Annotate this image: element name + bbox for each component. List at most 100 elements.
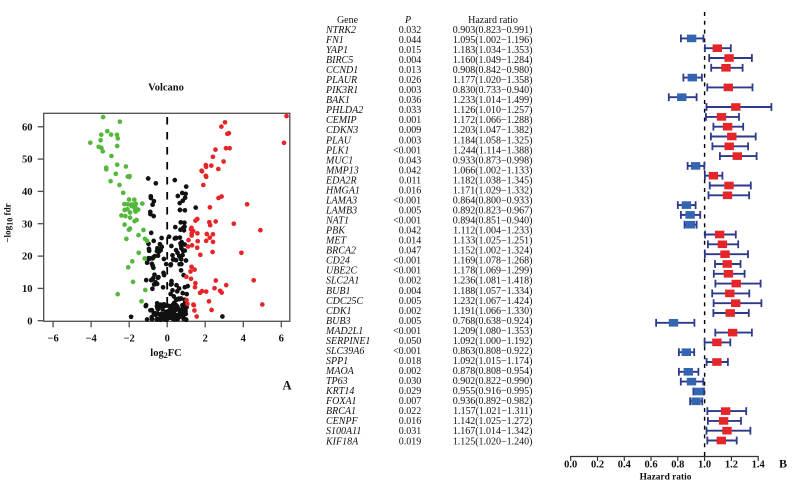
svg-text:1.188(1.057−1.334): 1.188(1.057−1.334)	[453, 286, 533, 297]
svg-text:BAK1: BAK1	[326, 95, 350, 106]
svg-text:1.209(1.080−1.353): 1.209(1.080−1.353)	[453, 326, 533, 337]
svg-text:<0.001: <0.001	[393, 145, 421, 156]
svg-text:EDA2R: EDA2R	[325, 175, 357, 186]
svg-text:0.014: 0.014	[399, 236, 422, 247]
svg-text:0.001: 0.001	[399, 115, 422, 126]
svg-text:UBE2C: UBE2C	[326, 266, 357, 277]
svg-text:0.026: 0.026	[399, 75, 422, 86]
svg-text:0.768(0.638−0.924): 0.768(0.638−0.924)	[453, 316, 533, 327]
svg-text:0.003: 0.003	[399, 135, 422, 146]
svg-text:0.8: 0.8	[671, 460, 684, 471]
svg-text:1.142(1.025−1.272): 1.142(1.025−1.272)	[453, 416, 533, 427]
svg-text:−log10 fdr: −log10 fdr	[3, 203, 15, 243]
svg-text:0.2: 0.2	[591, 460, 604, 471]
svg-text:0.902(0.822−0.990): 0.902(0.822−0.990)	[453, 376, 533, 387]
svg-text:CEMIP: CEMIP	[326, 115, 357, 126]
svg-text:SPP1: SPP1	[326, 356, 348, 367]
svg-text:0.011: 0.011	[399, 175, 421, 186]
svg-text:0.002: 0.002	[399, 366, 422, 377]
svg-text:40: 40	[22, 187, 33, 198]
svg-text:0.019: 0.019	[399, 436, 422, 447]
svg-text:0.936(0.892−0.982): 0.936(0.892−0.982)	[453, 396, 533, 407]
svg-text:HMGA1: HMGA1	[325, 185, 360, 196]
svg-text:1.178(1.069−1.299): 1.178(1.069−1.299)	[453, 266, 533, 277]
svg-text:1.066(1.002−1.133): 1.066(1.002−1.133)	[453, 165, 533, 176]
svg-text:0.005: 0.005	[399, 206, 422, 217]
svg-text:0.004: 0.004	[399, 286, 422, 297]
svg-text:1.182(1.038−1.345): 1.182(1.038−1.345)	[453, 175, 533, 186]
svg-text:1.126(1.010−1.257): 1.126(1.010−1.257)	[453, 105, 533, 116]
svg-text:0.029: 0.029	[399, 386, 422, 397]
svg-text:1.184(1.058−1.325): 1.184(1.058−1.325)	[453, 135, 533, 146]
svg-text:0.009: 0.009	[399, 125, 422, 136]
svg-text:Hazard ratio: Hazard ratio	[468, 15, 518, 26]
svg-text:0.050: 0.050	[399, 336, 422, 347]
svg-text:0.044: 0.044	[399, 35, 422, 46]
svg-text:TP63: TP63	[326, 376, 348, 387]
svg-text:1.171(1.029−1.332): 1.171(1.029−1.332)	[453, 185, 533, 196]
svg-text:−6: −6	[47, 334, 58, 345]
svg-text:<0.001: <0.001	[393, 216, 421, 227]
svg-text:1.092(1.000−1.192): 1.092(1.000−1.192)	[453, 336, 533, 347]
svg-text:SLC2A1: SLC2A1	[326, 276, 359, 287]
svg-text:0.003: 0.003	[399, 85, 422, 96]
svg-text:1.125(1.020−1.240): 1.125(1.020−1.240)	[453, 436, 533, 447]
svg-text:MAD2L1: MAD2L1	[325, 326, 363, 337]
svg-text:PLAU: PLAU	[325, 135, 352, 146]
svg-text:0.015: 0.015	[399, 45, 422, 56]
svg-text:<0.001: <0.001	[393, 326, 421, 337]
svg-text:1.233(1.014−1.499): 1.233(1.014−1.499)	[453, 95, 533, 106]
svg-text:0.908(0.842−0.980): 0.908(0.842−0.980)	[453, 65, 533, 76]
svg-text:YAP1: YAP1	[326, 45, 348, 56]
svg-text:0.0: 0.0	[564, 460, 577, 471]
svg-text:1.232(1.067−1.424): 1.232(1.067−1.424)	[453, 296, 533, 307]
svg-text:0.878(0.808−0.954): 0.878(0.808−0.954)	[453, 366, 533, 377]
svg-text:B: B	[779, 457, 787, 471]
svg-text:NAT1: NAT1	[325, 216, 349, 227]
svg-text:30: 30	[22, 219, 33, 230]
svg-text:10: 10	[22, 284, 33, 295]
svg-text:0.031: 0.031	[399, 426, 422, 437]
svg-text:0.036: 0.036	[399, 95, 422, 106]
svg-text:0.033: 0.033	[399, 105, 422, 116]
svg-text:0.047: 0.047	[399, 246, 422, 257]
svg-text:60: 60	[22, 122, 33, 133]
svg-text:BUB1: BUB1	[326, 286, 350, 297]
svg-text:Hazard ratio: Hazard ratio	[640, 473, 692, 483]
svg-text:<0.001: <0.001	[393, 346, 421, 357]
svg-text:1.172(1.066−1.288): 1.172(1.066−1.288)	[453, 115, 533, 126]
svg-text:0: 0	[27, 316, 32, 327]
svg-text:LAMB3: LAMB3	[325, 206, 357, 217]
svg-text:0.042: 0.042	[399, 226, 422, 237]
svg-text:Volcano: Volcano	[148, 83, 184, 94]
svg-text:1.112(1.004−1.233): 1.112(1.004−1.233)	[453, 226, 532, 237]
svg-text:1.183(1.034−1.353): 1.183(1.034−1.353)	[453, 45, 533, 56]
svg-text:NTRK2: NTRK2	[325, 25, 356, 36]
svg-text:PHLDA2: PHLDA2	[325, 105, 363, 116]
svg-text:FOXA1: FOXA1	[325, 396, 357, 407]
svg-text:CDC25C: CDC25C	[326, 296, 364, 307]
svg-text:1.4: 1.4	[752, 460, 766, 471]
svg-text:0: 0	[165, 334, 170, 345]
svg-text:0.007: 0.007	[399, 396, 422, 407]
svg-text:0.864(0.800−0.933): 0.864(0.800−0.933)	[453, 196, 533, 207]
svg-text:0.043: 0.043	[399, 155, 422, 166]
svg-text:S100A11: S100A11	[326, 426, 361, 437]
svg-text:CCND1: CCND1	[326, 65, 358, 76]
svg-text:0.042: 0.042	[399, 165, 422, 176]
svg-text:0.018: 0.018	[399, 356, 422, 367]
svg-text:CD24: CD24	[326, 256, 350, 267]
svg-text:BUB3: BUB3	[326, 316, 350, 327]
svg-text:A: A	[282, 379, 291, 393]
svg-text:20: 20	[22, 252, 33, 263]
svg-text:CDKN3: CDKN3	[326, 125, 358, 136]
svg-text:BRCA2: BRCA2	[326, 246, 356, 257]
svg-text:KIF18A: KIF18A	[325, 436, 359, 447]
svg-text:0.013: 0.013	[399, 65, 422, 76]
svg-text:1.0: 1.0	[698, 460, 711, 471]
svg-text:1.152(1.002−1.324): 1.152(1.002−1.324)	[453, 246, 533, 257]
svg-text:0.6: 0.6	[644, 460, 657, 471]
svg-text:<0.001: <0.001	[393, 256, 421, 267]
svg-text:0.005: 0.005	[399, 296, 422, 307]
svg-text:MMP13: MMP13	[325, 165, 359, 176]
